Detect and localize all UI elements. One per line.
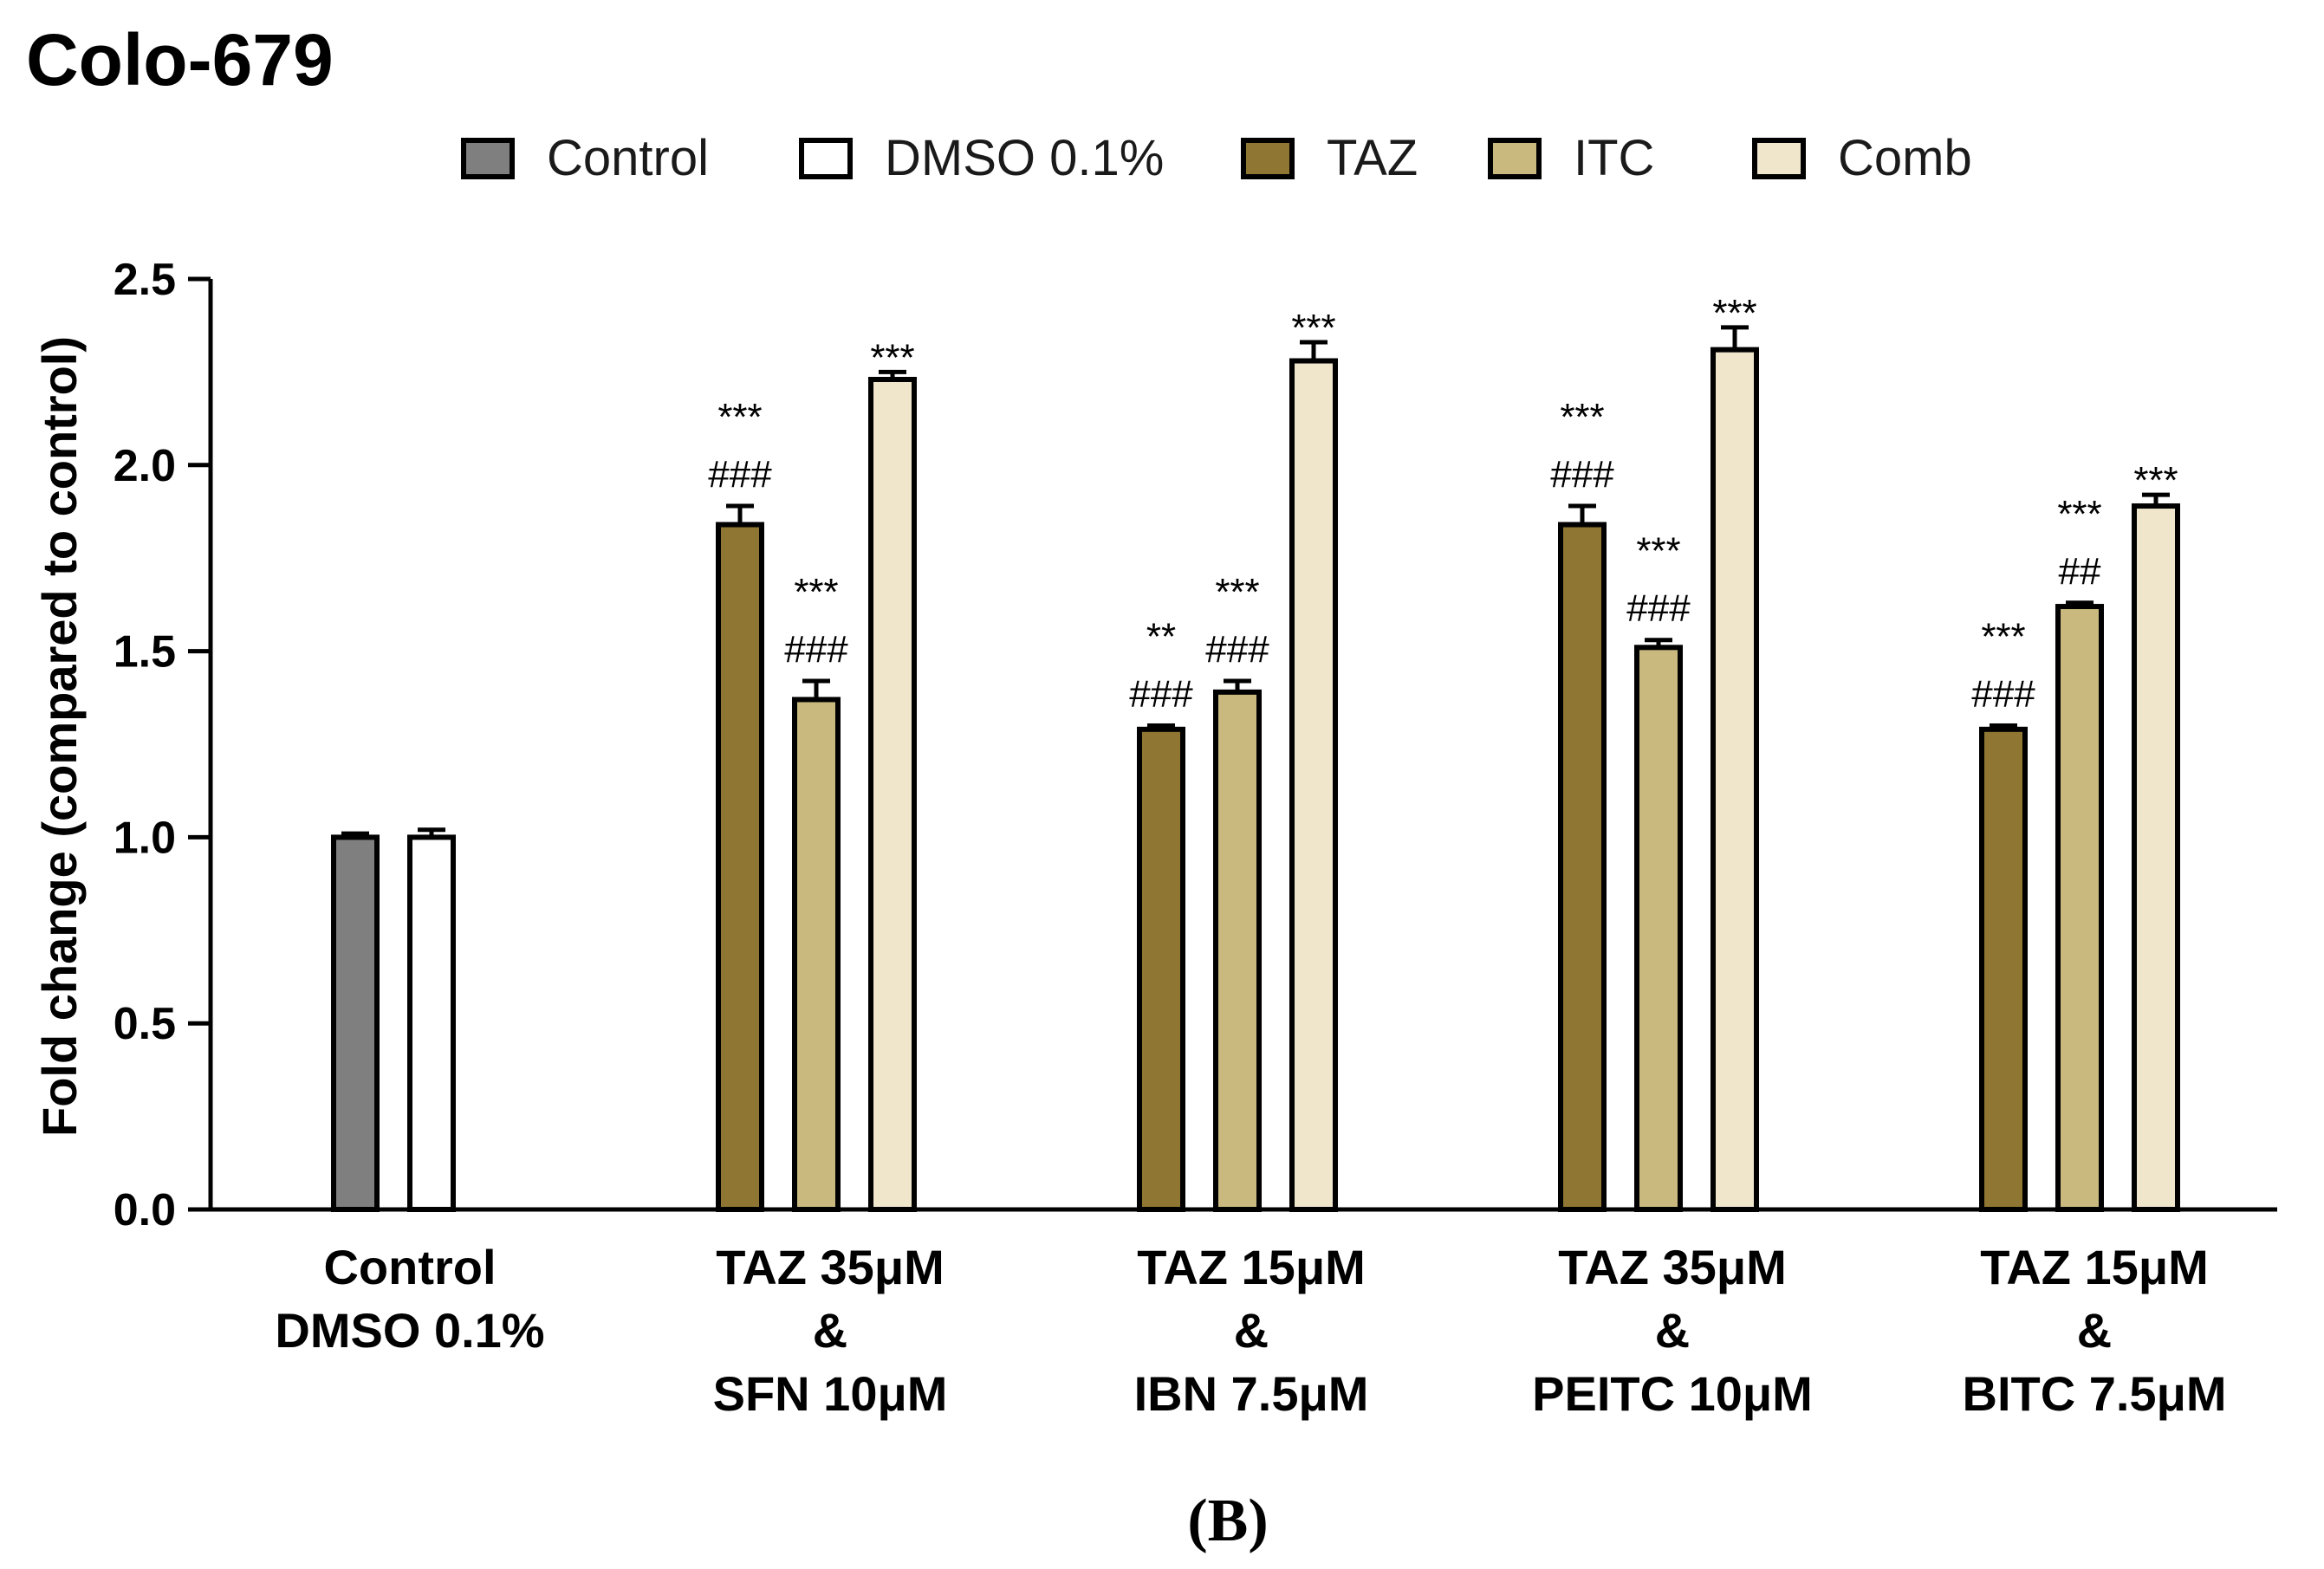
x-category-label-line: & bbox=[813, 1303, 847, 1358]
significance-stars: *** bbox=[1712, 292, 1756, 334]
bar-rect bbox=[716, 522, 764, 1212]
significance-stars: *** bbox=[717, 396, 762, 438]
significance-stars: *** bbox=[2057, 493, 2101, 535]
bars bbox=[331, 325, 2180, 1213]
significance-stars: *** bbox=[794, 571, 838, 613]
bar-rect bbox=[792, 697, 841, 1212]
legend-swatch bbox=[799, 138, 853, 179]
legend-item: Comb bbox=[1752, 130, 1972, 186]
bar-rect bbox=[2055, 604, 2104, 1212]
significance-hashes: ### bbox=[1205, 628, 1269, 671]
bar bbox=[1634, 638, 1683, 1212]
y-tick-label: 1.5 bbox=[114, 627, 176, 678]
bar-rect bbox=[331, 834, 380, 1213]
legend-label: ITC bbox=[1574, 130, 1654, 186]
x-category-label-line: Control bbox=[323, 1240, 496, 1294]
y-axis: 0.0 0.5 1.0 1.5 2.0 2.5 bbox=[114, 255, 213, 1235]
significance-stars: *** bbox=[2133, 459, 2178, 502]
bar-rect bbox=[1634, 645, 1683, 1212]
legend-label: Comb bbox=[1838, 130, 1972, 186]
y-tick-label: 0.5 bbox=[114, 999, 176, 1049]
legend-item: ITC bbox=[1488, 130, 1654, 186]
chart-title: Colo-679 bbox=[26, 19, 334, 100]
bar-rect bbox=[407, 834, 456, 1213]
significance-hashes: ### bbox=[1626, 587, 1691, 630]
x-category-label-line: PEITC 10μM bbox=[1532, 1366, 1813, 1421]
x-category-label-line: IBN 7.5μM bbox=[1134, 1366, 1369, 1421]
bar bbox=[2055, 600, 2104, 1212]
x-category-label: TAZ 35μM & SFN 10μM bbox=[713, 1240, 948, 1421]
bar bbox=[716, 503, 764, 1212]
x-category-label-line: BITC 7.5μM bbox=[1963, 1366, 2227, 1421]
bar bbox=[2132, 492, 2180, 1212]
x-category-label-line: TAZ 35μM bbox=[716, 1240, 944, 1294]
legend-swatch bbox=[1488, 138, 1542, 179]
significance-hashes: ### bbox=[1971, 673, 2035, 716]
bar-rect bbox=[868, 376, 917, 1212]
legend-item: TAZ bbox=[1241, 130, 1418, 186]
x-category-label: TAZ 35μM & PEITC 10μM bbox=[1532, 1240, 1813, 1421]
bar-rect bbox=[2132, 503, 2180, 1212]
x-category-label-line: & bbox=[2077, 1303, 2112, 1358]
x-axis: Control DMSO 0.1% TAZ 35μM & SFN 10μM TAZ 15μ… bbox=[211, 1207, 2277, 1421]
x-category-label-line: TAZ 35μM bbox=[1558, 1240, 1786, 1294]
y-tick-label: 1.0 bbox=[114, 813, 176, 863]
x-category-label: Control DMSO 0.1% bbox=[275, 1240, 544, 1358]
x-category-label-line: & bbox=[1234, 1303, 1269, 1358]
bar bbox=[792, 678, 841, 1212]
legend-label: Control bbox=[547, 130, 709, 186]
x-category-label-line: DMSO 0.1% bbox=[275, 1303, 544, 1358]
bar-rect bbox=[1558, 522, 1607, 1212]
bar-rect bbox=[1289, 358, 1338, 1212]
significance-annotations: ### *** ### *** *** ### ** ### *** *** ### *** ### **… bbox=[708, 292, 2178, 716]
significance-stars: *** bbox=[1560, 396, 1604, 438]
significance-stars: ** bbox=[1146, 616, 1176, 658]
bar bbox=[868, 369, 917, 1212]
significance-stars: *** bbox=[870, 336, 914, 379]
significance-hashes: ### bbox=[708, 453, 772, 496]
bar-rect bbox=[1213, 689, 1262, 1212]
significance-stars: *** bbox=[1981, 616, 2025, 658]
legend: Control DMSO 0.1% TAZ ITC Comb bbox=[461, 130, 1972, 186]
legend-item: DMSO 0.1% bbox=[799, 130, 1164, 186]
y-tick-label: 0.0 bbox=[114, 1185, 176, 1235]
significance-hashes: ### bbox=[784, 628, 848, 671]
significance-hashes: ### bbox=[1129, 673, 1193, 716]
bar bbox=[1137, 723, 1185, 1212]
bar-rect bbox=[1137, 726, 1185, 1212]
bar bbox=[1979, 723, 2028, 1212]
panel-label: (B) bbox=[1187, 1488, 1268, 1554]
significance-hashes: ### bbox=[1550, 453, 1614, 496]
x-category-label-line: SFN 10μM bbox=[713, 1366, 948, 1421]
significance-hashes: ## bbox=[2059, 550, 2101, 593]
x-category-label: TAZ 15μM & IBN 7.5μM bbox=[1134, 1240, 1369, 1421]
x-category-label-line: TAZ 15μM bbox=[1137, 1240, 1365, 1294]
significance-stars: *** bbox=[1636, 530, 1680, 573]
x-category-label-line: & bbox=[1655, 1303, 1690, 1358]
legend-label: DMSO 0.1% bbox=[885, 130, 1164, 186]
bar bbox=[1711, 325, 1759, 1212]
legend-item: Control bbox=[461, 130, 709, 186]
x-category-label: TAZ 15μM & BITC 7.5μM bbox=[1963, 1240, 2227, 1421]
bar bbox=[1289, 340, 1338, 1212]
y-tick-label: 2.0 bbox=[114, 441, 176, 491]
y-axis-label: Fold change (compared to control) bbox=[32, 336, 87, 1137]
bar bbox=[407, 827, 456, 1213]
bar bbox=[331, 831, 380, 1213]
significance-stars: *** bbox=[1215, 571, 1259, 613]
bar-rect bbox=[1979, 726, 2028, 1212]
legend-label: TAZ bbox=[1327, 130, 1418, 186]
legend-swatch bbox=[1241, 138, 1295, 179]
bar bbox=[1558, 503, 1607, 1212]
legend-swatch bbox=[1752, 138, 1806, 179]
bar-rect bbox=[1711, 347, 1759, 1212]
bar bbox=[1213, 678, 1262, 1212]
significance-stars: *** bbox=[1291, 307, 1335, 349]
y-tick-label: 2.5 bbox=[114, 255, 176, 305]
legend-swatch bbox=[461, 138, 515, 179]
x-category-label-line: TAZ 15μM bbox=[1980, 1240, 2208, 1294]
